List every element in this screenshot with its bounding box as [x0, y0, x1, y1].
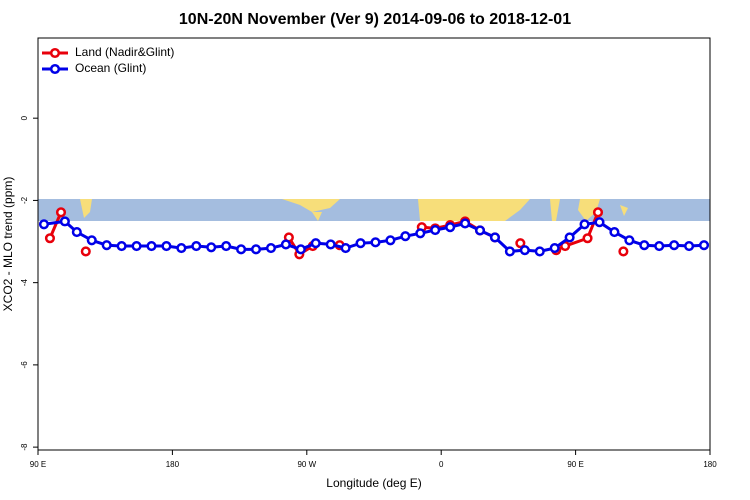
- y-tick-label: -8: [20, 443, 29, 451]
- data-point: [534, 246, 545, 257]
- x-tick-label: 180: [703, 460, 717, 469]
- ocean-area: [38, 199, 710, 221]
- data-point: [146, 241, 157, 252]
- x-tick-label: 0: [439, 460, 444, 469]
- data-point: [669, 240, 680, 251]
- data-point: [594, 217, 605, 228]
- y-tick-label: 0: [20, 115, 29, 120]
- data-point: [489, 232, 501, 243]
- data-point: [191, 241, 202, 252]
- land-area: [620, 205, 628, 216]
- x-tick-label: 90 E: [30, 460, 46, 469]
- data-point: [176, 243, 187, 254]
- data-point: [116, 241, 127, 252]
- data-point: [654, 241, 665, 252]
- land-area: [578, 199, 600, 221]
- land-area: [418, 199, 530, 221]
- data-point: [221, 241, 232, 252]
- data-point: [310, 238, 321, 249]
- data-point: [445, 222, 456, 233]
- data-point: [564, 232, 575, 243]
- data-point: [582, 233, 593, 244]
- data-point: [430, 224, 441, 236]
- legend-marker: [49, 63, 61, 75]
- x-axis-label: Longitude (deg E): [326, 476, 421, 490]
- data-point: [504, 246, 515, 257]
- data-point: [474, 225, 486, 236]
- land-area: [80, 199, 92, 218]
- legend-marker: [49, 47, 61, 59]
- data-point: [38, 219, 50, 230]
- data-point: [385, 235, 396, 246]
- data-point: [295, 244, 306, 255]
- data-point: [325, 239, 336, 250]
- data-point: [131, 241, 142, 252]
- data-point: [265, 243, 277, 254]
- y-axis-label: XCO2 - MLO trend (ppm): [1, 177, 15, 312]
- y-tick-label: -4: [20, 279, 29, 287]
- data-point: [59, 216, 70, 227]
- data-point: [355, 238, 366, 249]
- x-tick-label: 180: [166, 460, 180, 469]
- x-tick-label: 90 E: [567, 460, 583, 469]
- data-point: [340, 243, 351, 254]
- plot-frame: [37, 37, 711, 451]
- data-point: [515, 238, 526, 249]
- data-point: [80, 246, 91, 257]
- data-point: [519, 245, 530, 256]
- data-point: [101, 240, 112, 251]
- data-point: [86, 235, 97, 246]
- data-point: [250, 244, 262, 255]
- legend-label: Ocean (Glint): [75, 61, 146, 75]
- data-point: [684, 241, 695, 252]
- data-point: [280, 239, 291, 250]
- data-point: [618, 246, 629, 257]
- data-point: [639, 240, 650, 251]
- legend-label: Land (Nadir&Glint): [75, 45, 174, 59]
- data-point: [460, 218, 471, 229]
- y-tick-label: -6: [20, 361, 29, 369]
- data-point: [206, 242, 217, 253]
- data-point: [161, 241, 172, 252]
- land-area: [282, 199, 340, 212]
- land-area: [312, 212, 322, 221]
- data-point: [370, 237, 381, 248]
- data-point: [549, 243, 560, 254]
- map-band: [38, 199, 710, 221]
- chart-title: 10N-20N November (Ver 9) 2014-09-06 to 2…: [179, 11, 571, 28]
- data-point: [236, 244, 247, 255]
- land-area: [550, 199, 560, 221]
- data-point: [592, 207, 604, 218]
- x-tick-label: 90 W: [297, 460, 316, 469]
- data-point: [624, 235, 635, 246]
- y-tick-label: -2: [20, 196, 29, 204]
- data-point: [71, 227, 82, 238]
- data-point: [415, 228, 426, 239]
- data-point: [400, 231, 411, 242]
- data-point: [44, 233, 55, 244]
- data-point: [698, 240, 710, 251]
- data-point: [579, 219, 590, 230]
- data-point: [609, 227, 620, 238]
- data-point: [55, 207, 67, 218]
